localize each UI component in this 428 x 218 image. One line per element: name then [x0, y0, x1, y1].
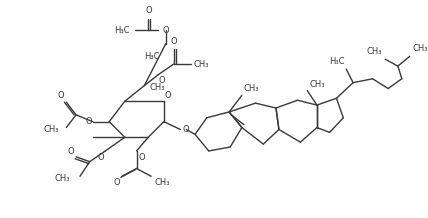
Text: CH₃: CH₃ [149, 83, 165, 92]
Text: H₃C: H₃C [144, 52, 160, 61]
Text: CH₃: CH₃ [154, 178, 169, 187]
Text: O: O [113, 178, 120, 187]
Text: O: O [165, 91, 172, 100]
Text: CH₃: CH₃ [367, 47, 382, 56]
Text: O: O [182, 125, 189, 134]
Text: H₃C: H₃C [329, 57, 344, 66]
Text: O: O [146, 6, 152, 15]
Text: CH₃: CH₃ [193, 60, 208, 69]
Text: O: O [163, 26, 169, 34]
Text: CH₃: CH₃ [55, 174, 70, 183]
Text: O: O [159, 76, 166, 85]
Text: CH₃: CH₃ [43, 125, 59, 134]
Text: H₃C: H₃C [114, 26, 130, 34]
Text: O: O [85, 117, 92, 126]
Text: O: O [170, 37, 177, 46]
Text: O: O [139, 153, 145, 162]
Text: CH₃: CH₃ [413, 44, 428, 53]
Text: O: O [98, 153, 104, 162]
Text: O: O [68, 147, 74, 156]
Text: O: O [58, 91, 64, 100]
Text: CH₃: CH₃ [244, 84, 259, 93]
Text: CH₃: CH₃ [309, 80, 325, 89]
